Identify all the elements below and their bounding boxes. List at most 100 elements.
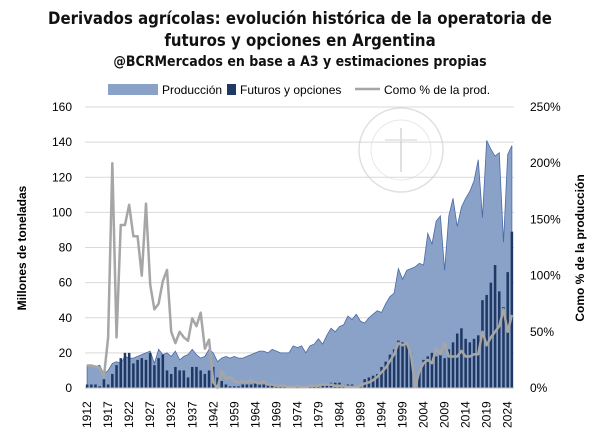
futures-bar — [115, 365, 118, 388]
futures-bar — [279, 386, 282, 388]
futures-bar — [430, 352, 434, 388]
futures-bar — [224, 384, 228, 388]
futures-bar — [510, 231, 514, 388]
futures-bar — [498, 291, 501, 388]
futures-bar — [502, 307, 505, 388]
futures-bar — [203, 373, 207, 388]
futures-bar — [241, 384, 244, 388]
futures-bar — [161, 354, 165, 388]
futures-bar — [144, 359, 148, 388]
x-tick-label: 1974 — [290, 401, 304, 428]
x-tick-label: 1959 — [227, 401, 241, 428]
futures-bar — [472, 338, 476, 388]
watermark-logo — [358, 107, 444, 193]
y-tick-label: 140 — [52, 135, 72, 149]
futures-bar — [123, 352, 127, 388]
futures-bar — [237, 386, 240, 388]
futures-bar — [148, 352, 152, 388]
futures-bar — [207, 370, 211, 388]
futures-bar — [233, 386, 236, 388]
futures-bar — [283, 386, 287, 388]
x-tick-label: 2019 — [480, 401, 494, 428]
x-tick-label: 1969 — [269, 401, 283, 428]
futures-bar — [216, 377, 219, 388]
futures-bar — [228, 386, 232, 388]
futures-bar — [98, 386, 101, 388]
futures-bar — [140, 358, 144, 388]
futures-bar — [426, 356, 430, 388]
futures-bar — [195, 366, 198, 388]
legend-label-futures: Futuros y opciones — [240, 83, 341, 97]
futures-bar — [455, 333, 459, 388]
x-tick-label: 1922 — [122, 401, 136, 428]
y-tick-label: 120 — [52, 170, 72, 184]
y2-tick-label: 250% — [530, 100, 561, 114]
futures-bar — [270, 384, 274, 388]
futures-bar — [325, 384, 329, 388]
legend-swatch-futures — [227, 84, 236, 95]
legend-swatch-production — [108, 84, 158, 95]
x-tick-label: 1984 — [332, 401, 346, 428]
futures-bar — [384, 361, 387, 388]
x-tick-label: 1927 — [143, 401, 157, 428]
futures-bar — [481, 300, 484, 388]
x-tick-label: 1999 — [396, 401, 410, 428]
x-tick-label: 1964 — [248, 401, 262, 428]
futures-bar — [249, 384, 253, 388]
futures-bar — [321, 384, 324, 388]
futures-bar — [220, 380, 223, 388]
futures-bar — [165, 370, 169, 388]
x-tick-label: 1932 — [164, 401, 178, 428]
x-tick-label: 1994 — [375, 401, 389, 428]
futures-bar — [174, 366, 177, 388]
futures-bar — [308, 386, 312, 388]
futures-bar — [371, 375, 375, 388]
futures-bar — [169, 373, 173, 388]
futures-bar — [464, 338, 467, 388]
futures-bar — [392, 349, 396, 388]
y2-tick-label: 200% — [530, 156, 561, 170]
futures-bar — [376, 373, 379, 388]
futures-bar — [380, 366, 383, 388]
futures-bar — [94, 384, 97, 388]
y2-tick-label: 150% — [530, 212, 561, 226]
futures-bar — [296, 386, 299, 388]
x-tick-label: 2014 — [459, 401, 473, 428]
production-area — [86, 140, 513, 389]
futures-bar — [443, 358, 446, 388]
futures-bar — [409, 352, 413, 388]
legend-label-production: Producción — [162, 83, 222, 97]
y2-tick-label: 0% — [530, 381, 548, 395]
futures-bar — [106, 384, 110, 388]
futures-bar — [447, 349, 451, 388]
x-tick-label: 2004 — [417, 401, 431, 428]
futures-bar — [405, 344, 409, 388]
y-tick-label: 60 — [59, 276, 73, 290]
futures-bar — [186, 377, 190, 388]
x-tick-label: 1937 — [185, 401, 199, 428]
futures-bar — [266, 384, 270, 388]
futures-bar — [388, 354, 392, 388]
futures-bar — [132, 363, 135, 388]
x-tick-label: 1942 — [206, 401, 220, 428]
y-tick-label: 40 — [59, 311, 73, 325]
legend-label-pct: Como % de la prod. — [384, 83, 490, 97]
futures-bar — [157, 358, 160, 388]
futures-bar — [119, 358, 123, 388]
futures-bar — [451, 342, 455, 388]
chart-subtitle: @BCRMercados en base a A3 y estimaciones… — [113, 54, 487, 70]
chart-title: Derivados agrícolas: evolución histórica… — [48, 9, 552, 51]
futures-bar — [111, 373, 114, 388]
futures-bar — [359, 386, 362, 388]
futures-bar — [190, 366, 194, 388]
futures-bar — [258, 382, 261, 388]
futures-bar — [245, 384, 249, 388]
y2-tick-label: 100% — [530, 269, 561, 283]
futures-bar — [90, 384, 93, 388]
y-tick-label: 20 — [59, 346, 73, 360]
futures-bar — [85, 384, 89, 388]
futures-bar — [493, 265, 497, 388]
futures-bar — [178, 370, 181, 388]
